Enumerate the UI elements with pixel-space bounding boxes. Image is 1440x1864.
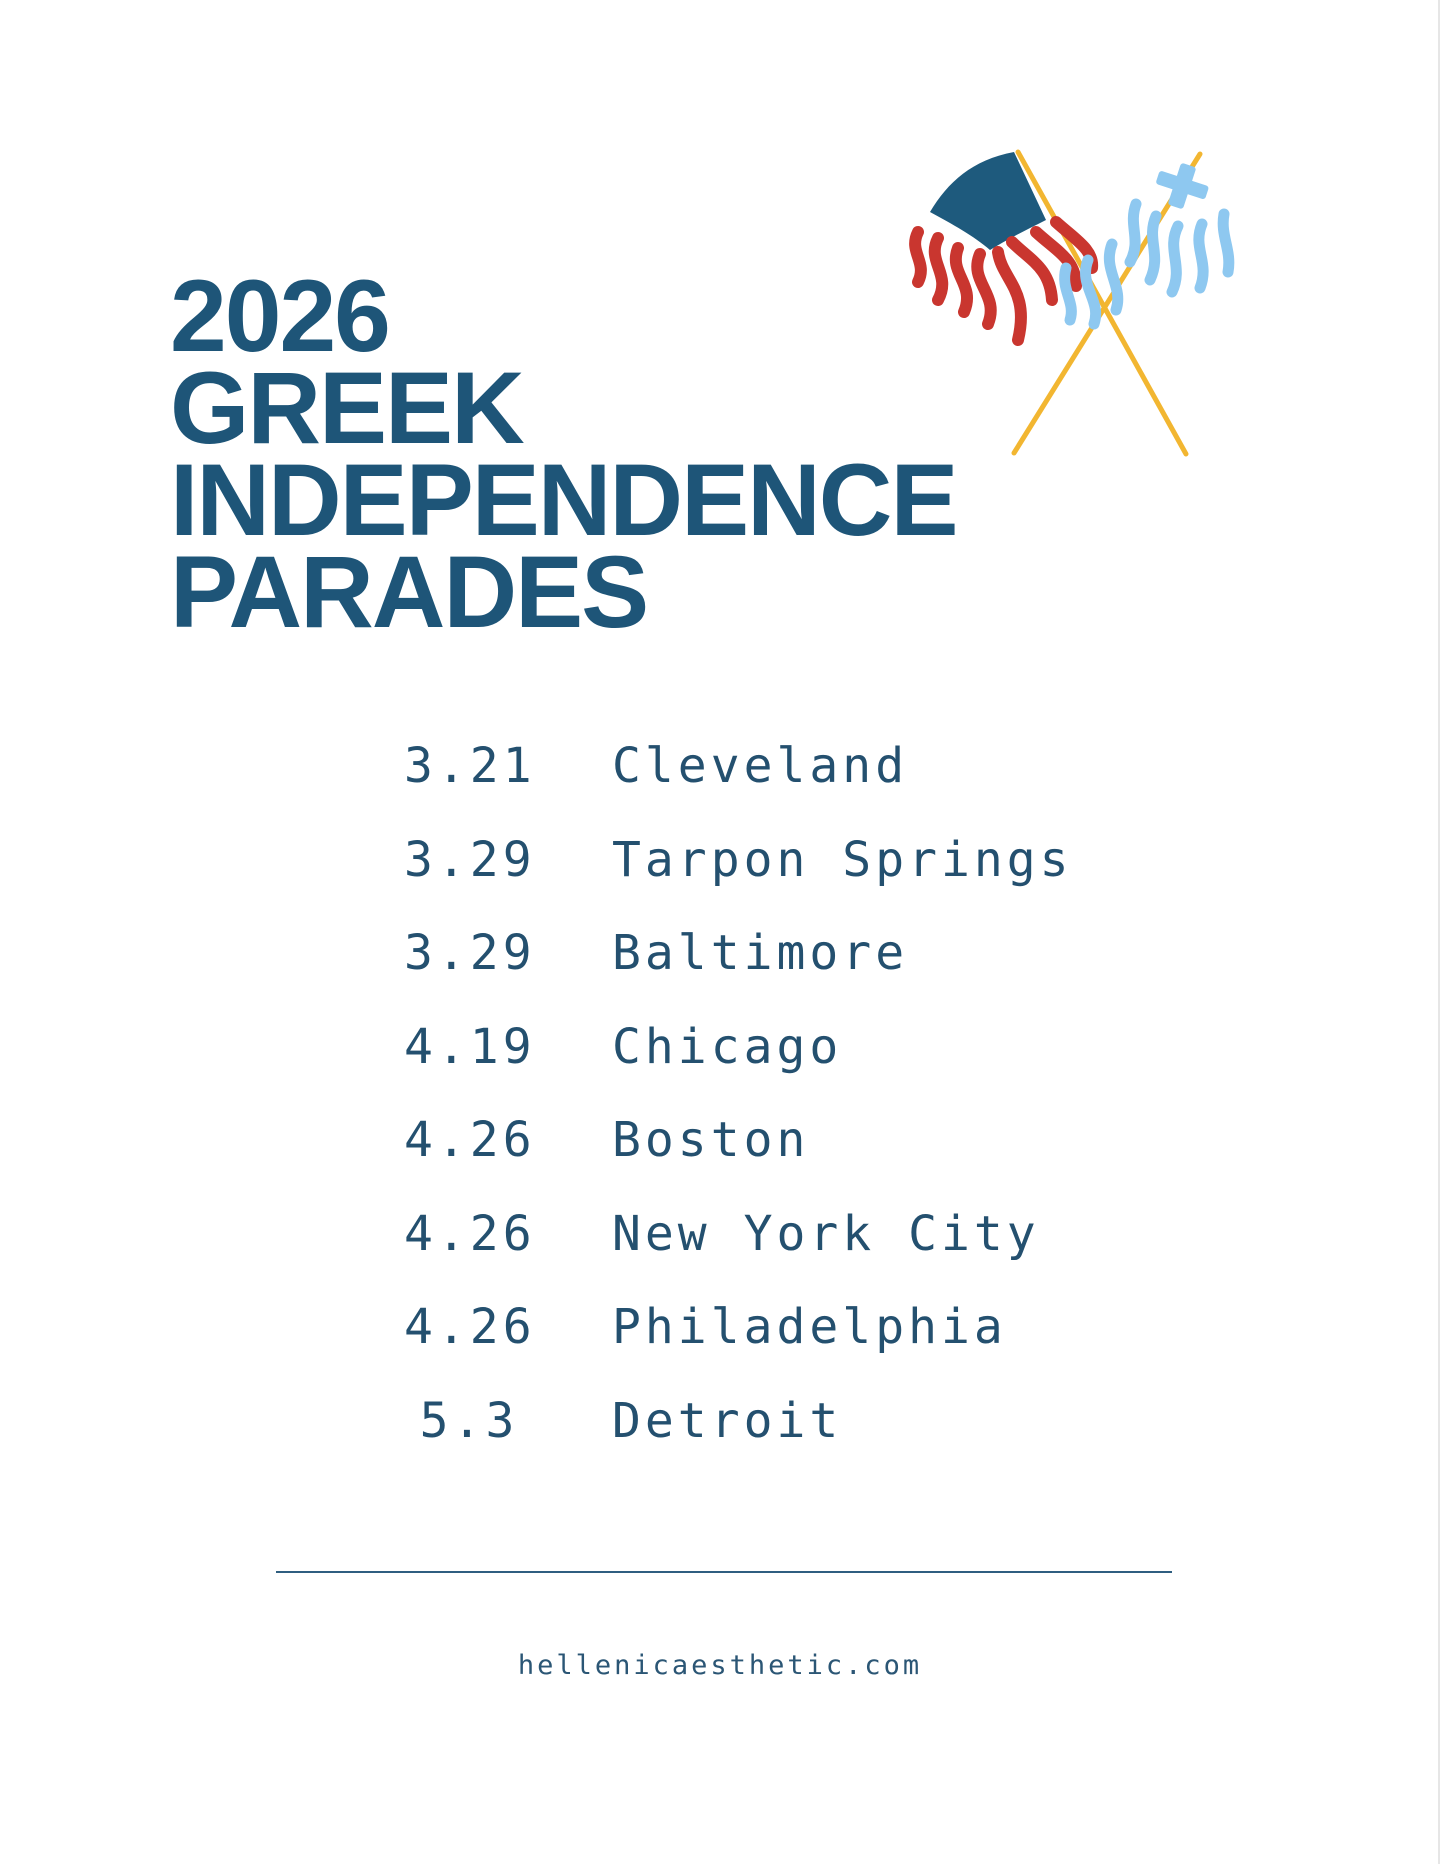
us-flag-canton — [930, 152, 1046, 250]
parade-city: Boston — [612, 1112, 810, 1168]
title-line-parades: PARADES — [170, 535, 649, 649]
parade-date: 3.29 — [404, 925, 536, 981]
greek-flag-cross-horizontal — [1156, 171, 1209, 199]
parade-date: 4.26 — [404, 1299, 536, 1355]
greek-flag-icon — [1059, 163, 1235, 330]
parade-city: Detroit — [612, 1392, 843, 1449]
parade-date: 5.3 — [419, 1392, 519, 1449]
page-edge — [1438, 0, 1440, 1864]
parade-city: Baltimore — [612, 925, 909, 981]
parade-date: 4.19 — [404, 1018, 536, 1075]
parade-city: Tarpon Springs — [612, 831, 1073, 888]
us-flag-icon — [909, 152, 1099, 346]
divider — [276, 1571, 1172, 1573]
parade-date: 3.29 — [404, 831, 536, 888]
crossed-flags-icon — [909, 149, 1235, 457]
parade-city: Cleveland — [612, 738, 909, 794]
parade-city: Philadelphia — [612, 1299, 1007, 1355]
title-line-independence: INDEPENDENCE — [170, 443, 958, 557]
title-year: 2026 — [170, 259, 391, 373]
parade-date: 4.26 — [404, 1112, 536, 1168]
parade-date: 3.21 — [404, 738, 536, 794]
title-line-greek: GREEK — [170, 351, 525, 465]
parade-date: 4.26 — [404, 1205, 536, 1262]
parade-city: Chicago — [612, 1018, 843, 1075]
website-link[interactable]: hellenicaesthetic.com — [517, 1650, 923, 1681]
us-flag-pole — [1015, 149, 1189, 457]
page-title: 2026 GREEK INDEPENDENCE PARADES — [170, 259, 958, 649]
parade-city: New York City — [612, 1205, 1040, 1262]
